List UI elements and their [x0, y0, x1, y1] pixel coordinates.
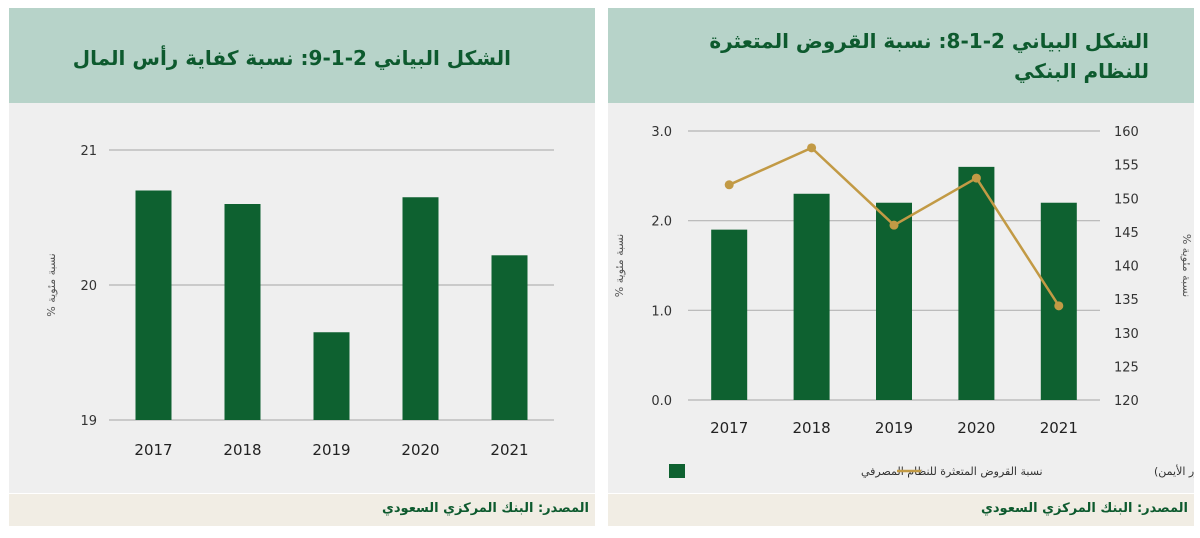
x-tick-label: 2020 — [957, 419, 995, 437]
legend-swatch-npl-bars — [669, 464, 685, 478]
x-tick-label: 2019 — [875, 419, 913, 437]
bar-2017 — [135, 190, 172, 420]
bar-2018 — [224, 204, 261, 420]
bar-2019 — [876, 202, 912, 400]
bar-2017 — [711, 229, 748, 400]
x-tick-label: 2017 — [710, 419, 748, 437]
right-y-tick-label: 140 — [1114, 260, 1139, 275]
coverage-point-2019 — [889, 220, 899, 230]
x-tick-label: 2021 — [1040, 419, 1078, 437]
right-y-tick-label: 135 — [1114, 293, 1139, 308]
source-note-left: المصدر: البنك المركزي السعودي — [381, 501, 589, 516]
right-y-tick-label: 145 — [1114, 226, 1139, 241]
y-tick-label: 20 — [80, 279, 97, 294]
x-tick-label: 2021 — [490, 441, 528, 459]
right-y-tick-label: 120 — [1114, 394, 1139, 409]
y-tick-label: 19 — [80, 414, 97, 429]
right-y-tick-label: 150 — [1114, 192, 1139, 207]
plot-area-npl: 0.0 1.0 2.0 3.0 120 125 130 135 140 145 150 155 160 ن… — [608, 103, 1194, 493]
right-y-axis-label: نسبة مئوية % — [1180, 234, 1193, 297]
x-tick-label: 2018 — [793, 419, 831, 437]
right-y-tick-label: 155 — [1114, 159, 1139, 174]
right-y-tick-label: 130 — [1114, 327, 1139, 342]
coverage-point-2021 — [1054, 301, 1064, 311]
left-y-tick-label: 1.0 — [651, 304, 672, 319]
y-axis-label: نسبة مئوية % — [45, 253, 58, 316]
x-tick-label: 2017 — [134, 441, 172, 459]
legend-label-npl-bars: نسبة القروض المتعثرة للنظام المصرفي — [861, 465, 1043, 478]
npl-ratio-panel: الشكل البياني 2-1-8: نسبة القروض المتعثر… — [608, 8, 1194, 526]
left-y-tick-label: 0.0 — [651, 394, 672, 409]
chart-title-capital-adequacy: الشكل البياني 2-1-9: نسبة كفاية رأس الما… — [9, 8, 595, 103]
y-tick-label: 21 — [80, 144, 97, 159]
bar-2020 — [402, 197, 439, 420]
source-bar-right: المصدر: البنك المركزي السعودي — [608, 494, 1194, 526]
right-y-tick-label: 160 — [1114, 125, 1139, 140]
bar-2020 — [958, 166, 995, 400]
capital-adequacy-panel: الشكل البياني 2-1-9: نسبة كفاية رأس الما… — [9, 8, 595, 526]
x-tick-label: 2019 — [312, 441, 350, 459]
source-note-right: المصدر: البنك المركزي السعودي — [980, 501, 1188, 516]
x-tick-label: 2018 — [223, 441, 261, 459]
npl-chart: 0.0 1.0 2.0 3.0 120 125 130 135 140 145 150 155 160 ن… — [613, 125, 1194, 478]
left-y-tick-label: 3.0 — [651, 125, 672, 140]
left-y-tick-label: 2.0 — [651, 215, 672, 230]
coverage-point-2020 — [971, 173, 981, 183]
plot-area-capital-adequacy: 19 20 21 نسبة مئوية % 2017 2018 2019 2020 2021 — [9, 103, 595, 493]
right-y-tick-label: 125 — [1114, 360, 1139, 375]
coverage-point-2017 — [724, 180, 734, 190]
x-tick-label: 2020 — [401, 441, 439, 459]
bar-2021 — [491, 255, 528, 420]
bar-2019 — [313, 332, 350, 420]
chart-title-npl: الشكل البياني 2-1-8: نسبة القروض المتعثر… — [608, 8, 1194, 103]
legend-label-coverage-line: نسبة تغطية القروض المتعثرة (المحور الأيم… — [1154, 464, 1194, 478]
bar-2018 — [793, 193, 830, 400]
source-bar-left: المصدر: البنك المركزي السعودي — [9, 494, 595, 526]
left-y-axis-label: نسبة مئوية % — [613, 234, 626, 297]
coverage-point-2018 — [807, 143, 817, 153]
